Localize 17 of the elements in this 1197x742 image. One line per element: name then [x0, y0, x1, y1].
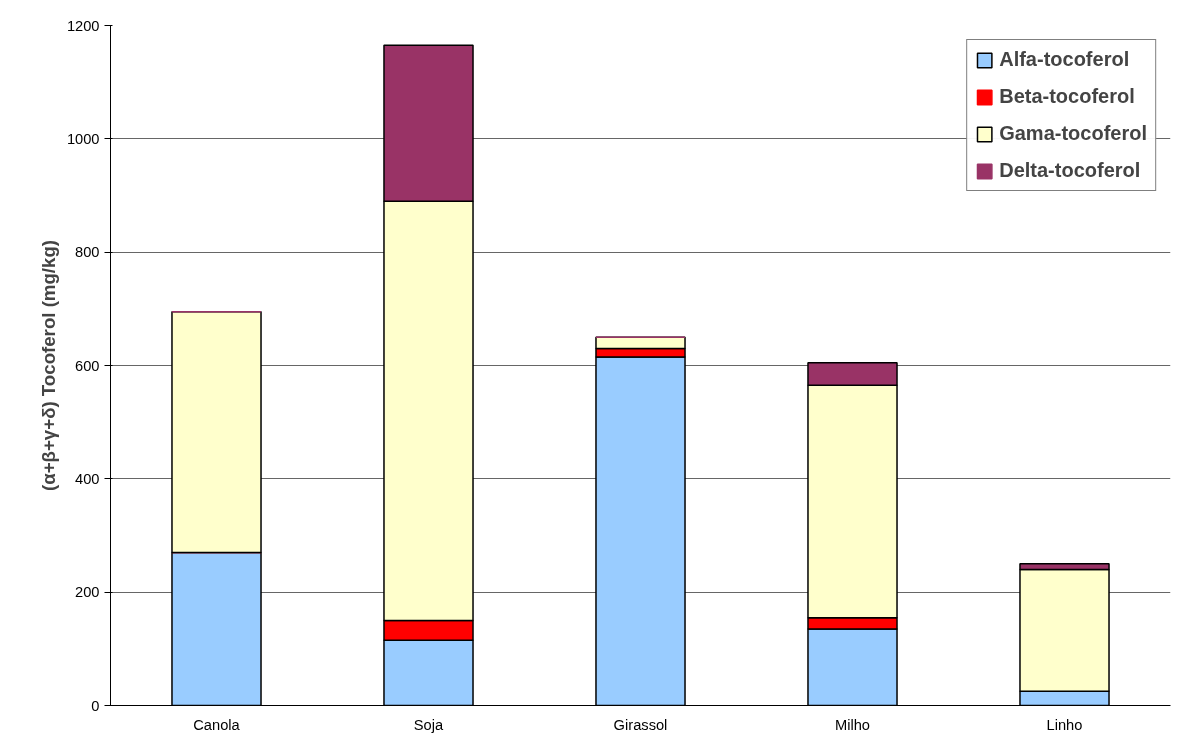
x-tick-label: Soja [413, 716, 445, 733]
y-tick-label: 600 [75, 357, 100, 374]
legend-label: Delta-tocoferol [999, 159, 1141, 182]
x-tick-label: Linho [1046, 716, 1083, 733]
y-tick-label: 400 [75, 470, 100, 487]
y-tick-label: 200 [75, 584, 100, 601]
x-tick-label: Milho [834, 716, 871, 733]
y-tick-label: 800 [75, 244, 100, 261]
y-tick-label: 1000 [66, 130, 100, 147]
x-tick-label: Canola [193, 716, 241, 733]
legend-label: Alfa-tocoferol [999, 48, 1130, 71]
legend-label: Gama-tocoferol [999, 122, 1147, 145]
y-tick-label: 0 [91, 697, 100, 714]
x-tick-label: Girassol [613, 716, 668, 733]
y-axis-title: (α+β+γ+δ) Tocoferol (mg/kg) [37, 240, 59, 491]
y-tick-label: 1200 [66, 17, 100, 34]
legend-label: Beta-tocoferol [999, 85, 1135, 108]
